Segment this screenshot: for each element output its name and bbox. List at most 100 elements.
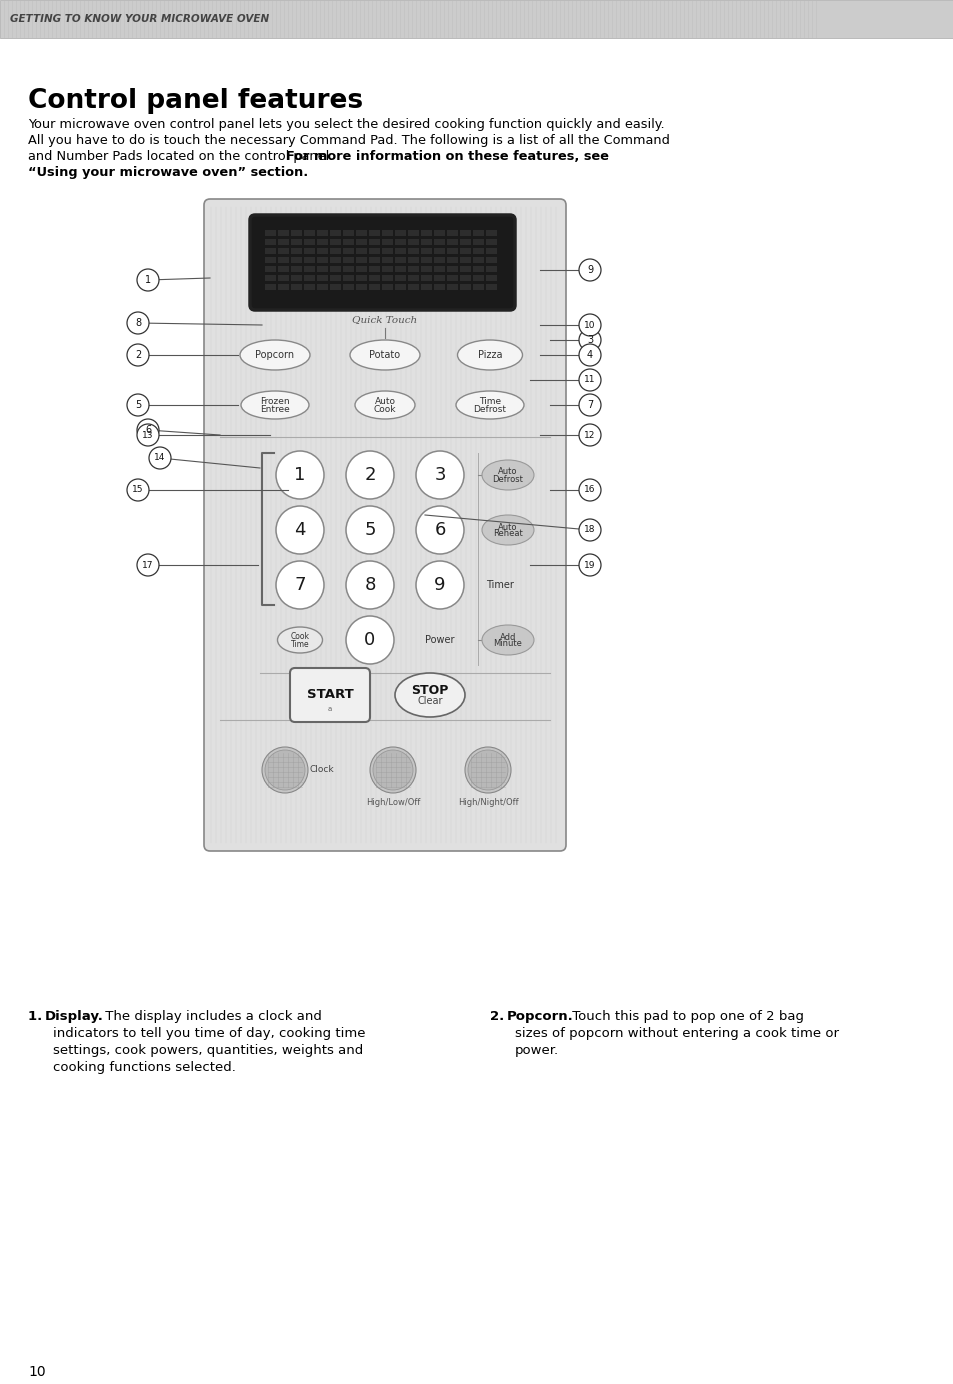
- Bar: [420, 284, 432, 291]
- Bar: [447, 275, 457, 281]
- Bar: [330, 248, 340, 255]
- Bar: [420, 266, 432, 273]
- Text: 1.: 1.: [28, 1010, 47, 1023]
- Bar: [265, 239, 275, 245]
- Text: settings, cook powers, quantities, weights and: settings, cook powers, quantities, weigh…: [53, 1044, 363, 1057]
- Text: 5: 5: [134, 400, 141, 410]
- Bar: [316, 284, 328, 291]
- Text: Pizza: Pizza: [477, 350, 501, 360]
- Circle shape: [127, 394, 149, 417]
- Bar: [447, 230, 457, 237]
- Bar: [420, 230, 432, 237]
- Circle shape: [127, 479, 149, 501]
- Text: “Using your microwave oven” section.: “Using your microwave oven” section.: [28, 166, 308, 179]
- Bar: [473, 257, 483, 263]
- Circle shape: [416, 507, 463, 554]
- Text: For more information on these features, see: For more information on these features, …: [286, 149, 608, 163]
- Bar: [291, 230, 302, 237]
- Bar: [434, 257, 444, 263]
- Bar: [473, 275, 483, 281]
- Bar: [277, 266, 289, 273]
- Text: GETTING TO KNOW YOUR MICROWAVE OVEN: GETTING TO KNOW YOUR MICROWAVE OVEN: [10, 14, 269, 24]
- Text: 16: 16: [583, 486, 595, 494]
- Bar: [343, 266, 354, 273]
- Text: Cook: Cook: [291, 632, 309, 641]
- Ellipse shape: [457, 340, 522, 370]
- Circle shape: [578, 329, 600, 352]
- Text: Time: Time: [291, 639, 309, 649]
- Circle shape: [373, 750, 413, 790]
- Bar: [381, 275, 393, 281]
- Bar: [355, 248, 367, 255]
- Bar: [434, 275, 444, 281]
- Bar: [473, 230, 483, 237]
- Bar: [304, 248, 314, 255]
- Text: 8: 8: [134, 318, 141, 328]
- Bar: [434, 248, 444, 255]
- Bar: [459, 230, 471, 237]
- Text: Control panel features: Control panel features: [28, 89, 363, 113]
- Bar: [447, 284, 457, 291]
- Bar: [473, 284, 483, 291]
- Bar: [408, 230, 418, 237]
- Bar: [381, 239, 393, 245]
- Bar: [355, 257, 367, 263]
- Text: 3: 3: [586, 335, 593, 345]
- Circle shape: [346, 561, 394, 609]
- Text: Frozen: Frozen: [260, 397, 290, 406]
- Circle shape: [346, 616, 394, 664]
- Bar: [316, 266, 328, 273]
- FancyBboxPatch shape: [204, 199, 565, 851]
- Bar: [316, 257, 328, 263]
- Ellipse shape: [241, 392, 309, 419]
- Circle shape: [265, 750, 305, 790]
- Circle shape: [578, 479, 600, 501]
- Circle shape: [578, 314, 600, 336]
- Bar: [473, 266, 483, 273]
- Text: Potato: Potato: [369, 350, 400, 360]
- FancyBboxPatch shape: [290, 668, 370, 722]
- Bar: [447, 248, 457, 255]
- Text: 12: 12: [583, 430, 595, 440]
- Text: Touch this pad to pop one of 2 bag: Touch this pad to pop one of 2 bag: [567, 1010, 803, 1023]
- Bar: [447, 266, 457, 273]
- Bar: [369, 257, 379, 263]
- Text: indicators to tell you time of day, cooking time: indicators to tell you time of day, cook…: [53, 1027, 365, 1039]
- Bar: [459, 239, 471, 245]
- Ellipse shape: [481, 626, 534, 655]
- Bar: [434, 230, 444, 237]
- Ellipse shape: [481, 459, 534, 490]
- Bar: [265, 275, 275, 281]
- Ellipse shape: [350, 340, 419, 370]
- Bar: [447, 257, 457, 263]
- Bar: [395, 239, 406, 245]
- Text: 2.: 2.: [490, 1010, 508, 1023]
- Text: Quick Touch: Quick Touch: [352, 316, 417, 324]
- Bar: [304, 275, 314, 281]
- Circle shape: [468, 750, 507, 790]
- Bar: [316, 248, 328, 255]
- Text: START: START: [306, 688, 353, 702]
- Text: Popcorn: Popcorn: [255, 350, 294, 360]
- Circle shape: [262, 747, 308, 793]
- Bar: [485, 239, 497, 245]
- Bar: [459, 257, 471, 263]
- Bar: [343, 230, 354, 237]
- Circle shape: [137, 554, 159, 576]
- Bar: [304, 284, 314, 291]
- Text: 2: 2: [364, 466, 375, 484]
- Text: 9: 9: [434, 576, 445, 594]
- Bar: [330, 284, 340, 291]
- Ellipse shape: [240, 340, 310, 370]
- Text: 7: 7: [586, 400, 593, 410]
- Bar: [265, 266, 275, 273]
- Circle shape: [578, 554, 600, 576]
- Bar: [343, 257, 354, 263]
- Bar: [485, 284, 497, 291]
- Bar: [434, 239, 444, 245]
- Bar: [277, 230, 289, 237]
- Bar: [395, 284, 406, 291]
- Text: 6: 6: [145, 425, 151, 435]
- Text: Auto: Auto: [375, 397, 395, 406]
- Text: 11: 11: [583, 375, 595, 385]
